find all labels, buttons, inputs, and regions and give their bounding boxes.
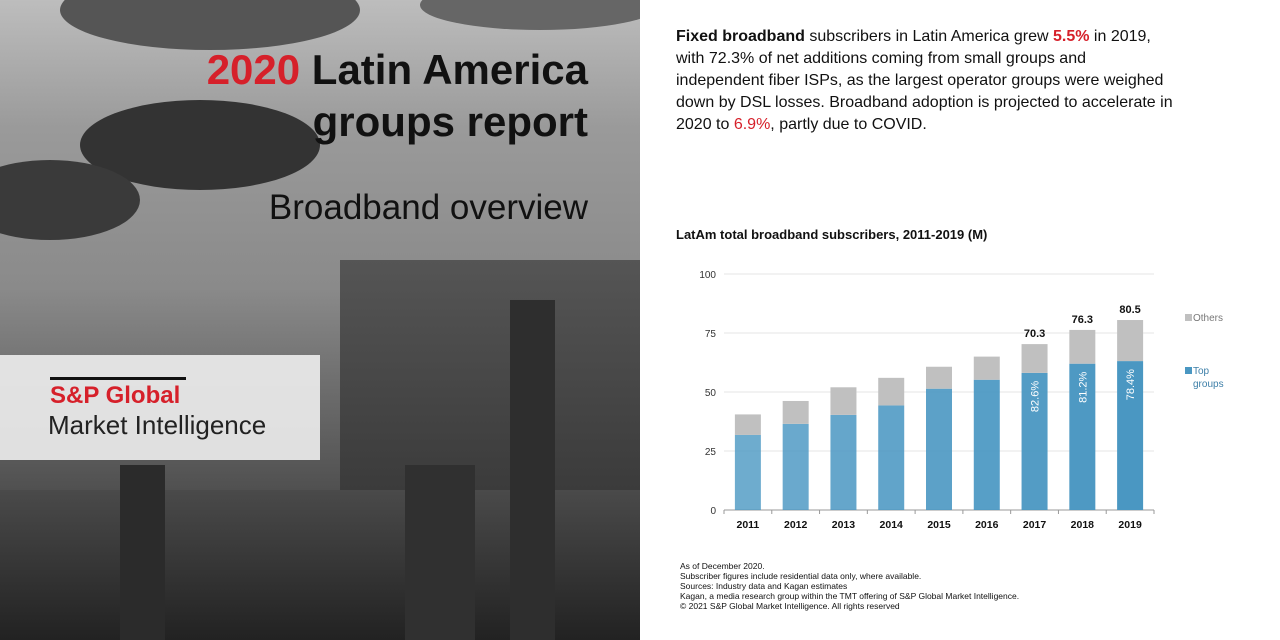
bar-top-groups [734, 434, 761, 510]
x-tick-label: 2015 [927, 519, 951, 531]
title-line1: Latin America [300, 46, 588, 93]
bar-top-groups [1021, 372, 1048, 510]
y-tick-label: 0 [710, 506, 716, 517]
footnotes: As of December 2020. Subscriber figures … [680, 561, 1019, 611]
intro-paragraph: Fixed broadband subscribers in Latin Ame… [676, 26, 1176, 136]
sp-global-logo: S&P Global Market Intelligence [0, 355, 320, 460]
x-tick-label: 2018 [1071, 519, 1095, 531]
bar-others [926, 366, 952, 389]
total-label: 76.3 [1072, 314, 1093, 326]
y-tick-label: 75 [705, 329, 717, 340]
bar-top-groups [1117, 361, 1144, 510]
growth-2019: 5.5% [1053, 28, 1090, 45]
footnote: Kagan, a media research group within the… [680, 591, 1020, 601]
bar-top-groups [1069, 363, 1096, 510]
x-tick-label: 2012 [784, 519, 808, 531]
share-label: 82.6% [1030, 381, 1042, 412]
broadband-chart: 0 25 50 75 100 2011 2012 2013 2014 2015 2016 2017 70… [699, 270, 1224, 531]
bar-others [878, 377, 905, 406]
bar-top-groups [973, 379, 1000, 510]
logo-line2: Market Intelligence [48, 410, 267, 440]
share-label: 78.4% [1125, 369, 1137, 400]
report-subtitle: Broadband overview [268, 188, 588, 227]
footnote: Sources: Industry data and Kagan estimat… [680, 581, 848, 591]
bar-others [830, 387, 857, 415]
bar-top-groups [830, 414, 857, 510]
bar-top-groups [878, 405, 905, 510]
report-title: 2020 Latin America groups report [207, 44, 588, 148]
total-label: 70.3 [1024, 328, 1045, 340]
intro-text: , partly due to COVID. [770, 116, 927, 133]
bar-top-groups [782, 423, 809, 510]
x-tick-label: 2017 [1023, 519, 1047, 531]
footnote: As of December 2020. [680, 561, 765, 571]
title-year: 2020 [206, 46, 301, 93]
x-tick-label: 2019 [1118, 519, 1142, 531]
bar-others [782, 400, 809, 424]
bar-others [973, 356, 1000, 380]
x-tick-label: 2016 [975, 519, 999, 531]
share-label: 81.2% [1077, 371, 1089, 402]
x-tick-label: 2011 [736, 519, 759, 531]
chart-title: LatAm total broadband subscribers, 2011-… [676, 227, 988, 242]
legend-label-top-groups: groups [1193, 379, 1224, 390]
bar-others [1069, 329, 1096, 364]
intro-text: in 2019, with 72.3% of net additions com… [676, 28, 1173, 133]
logo-rule [50, 377, 186, 380]
intro-bold: Fixed broadband [676, 28, 805, 45]
title-line2: groups report [312, 98, 588, 145]
bar-others [734, 414, 761, 435]
legend-swatch-top-groups [1185, 367, 1192, 374]
footnote: © 2021 S&P Global Market Intelligence. A… [680, 601, 900, 611]
legend-label-others: Others [1193, 313, 1223, 324]
footnote: Subscriber figures include residential d… [680, 571, 922, 581]
y-tick-label: 25 [705, 447, 717, 458]
logo-line1: S&P Global [50, 382, 181, 409]
legend-label-top-groups: Top [1193, 366, 1210, 377]
y-tick-label: 50 [705, 388, 717, 399]
bar-others [1021, 344, 1048, 373]
legend-swatch-others [1185, 314, 1192, 321]
y-tick-label: 100 [699, 270, 716, 281]
city-bay-photo [0, 0, 640, 640]
total-label: 80.5 [1119, 304, 1140, 316]
growth-2020: 6.9% [733, 116, 771, 133]
intro-text: subscribers in Latin America grew [804, 28, 1054, 45]
x-tick-label: 2013 [832, 519, 856, 531]
bar-top-groups [926, 388, 952, 510]
bar-others [1117, 320, 1144, 362]
x-tick-label: 2014 [880, 519, 904, 531]
